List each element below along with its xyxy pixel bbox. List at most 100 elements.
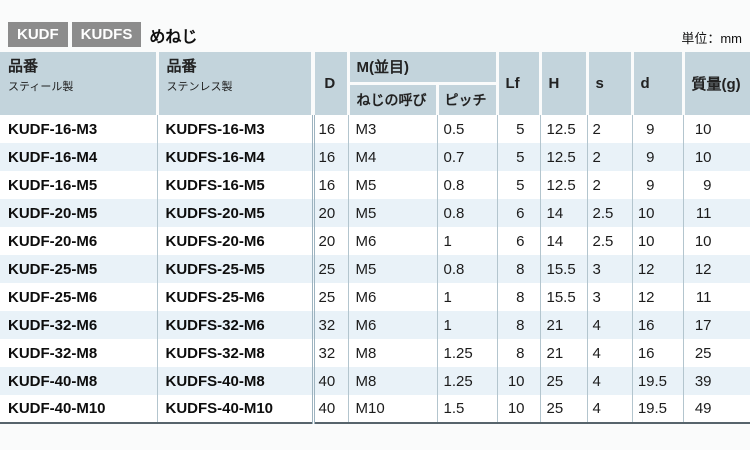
table-row: KUDF-40-M10 KUDFS-40-M10 40 M10 1.5 10 25 4 19.5… xyxy=(0,395,750,423)
cell-value-thread: M10 xyxy=(347,395,437,423)
cell-value-H: 12.5 xyxy=(539,143,587,171)
cell-value-d: 12 xyxy=(631,255,683,283)
cell-value-mass: 10 xyxy=(682,143,750,171)
header-m-group: M(並目) xyxy=(346,52,497,85)
int-part: 16 xyxy=(637,344,655,362)
cell-value-d: 19.5 xyxy=(631,395,683,423)
int-part: 39 xyxy=(694,372,712,390)
cell-value-d: 12 xyxy=(631,283,683,311)
int-part: 10 xyxy=(507,372,525,390)
cell-value-D: 25 xyxy=(311,255,348,283)
table-row: KUDF-20-M6 KUDFS-20-M6 20 M6 1 6 14 2.5 10 10 xyxy=(0,227,750,255)
cell-value-mass: 9 xyxy=(682,171,750,199)
cell-value-thread: M5 xyxy=(347,255,437,283)
int-part: 10 xyxy=(694,120,712,138)
cell-value-H: 12.5 xyxy=(539,171,587,199)
int-part: 11 xyxy=(695,204,712,222)
table-row: KUDF-16-M4 KUDFS-16-M4 16 M4 0.7 5 12.5 2 9 10 xyxy=(0,143,750,171)
cell-value-s: 3 xyxy=(586,283,632,311)
cell-value-mass: 12 xyxy=(682,255,750,283)
cell-value-d: 9 xyxy=(631,143,683,171)
cell-value-d: 9 xyxy=(631,115,683,143)
cell-value-pitch: 1 xyxy=(436,283,497,311)
series-badge-kudf: KUDF xyxy=(8,22,68,47)
cell-value-Lf: 8 xyxy=(496,283,540,311)
cell-value-pitch: 0.8 xyxy=(436,199,497,227)
cell-part-number-stainless: KUDFS-25-M6 xyxy=(156,283,313,311)
cell-value-pitch: 1.5 xyxy=(436,395,497,423)
header-Lf: Lf xyxy=(495,52,540,115)
cell-value-Lf: 5 xyxy=(496,143,540,171)
cell-value-d: 19.5 xyxy=(631,367,683,395)
cell-value-pitch: 0.7 xyxy=(436,143,497,171)
cell-part-number-stainless: KUDFS-32-M8 xyxy=(156,339,313,367)
cell-value-H: 21 xyxy=(539,311,587,339)
cell-value-mass: 11 xyxy=(682,283,750,311)
cell-value-pitch: 1.25 xyxy=(436,339,497,367)
header-steel-sublabel: スティール製 xyxy=(8,81,74,93)
header-s: s xyxy=(585,52,632,115)
int-part: 9 xyxy=(646,176,655,194)
int-part: 12 xyxy=(637,288,655,306)
cell-value-H: 21 xyxy=(539,339,587,367)
cell-value-pitch: 1 xyxy=(436,227,497,255)
header-D: D xyxy=(311,52,348,115)
cell-value-H: 14 xyxy=(539,199,587,227)
cell-value-mass: 17 xyxy=(682,311,750,339)
cell-part-number-stainless: KUDFS-40-M8 xyxy=(156,367,313,395)
cell-part-number-steel: KUDF-40-M8 xyxy=(0,367,157,395)
cell-value-s: 4 xyxy=(586,395,632,423)
header-part-no-steel: 品番 スティール製 xyxy=(0,52,157,115)
cell-value-Lf: 6 xyxy=(496,227,540,255)
cell-part-number-stainless: KUDFS-25-M5 xyxy=(156,255,313,283)
header-thread-callout: ねじの呼び xyxy=(346,83,437,115)
int-part: 5 xyxy=(516,120,525,138)
cell-value-pitch: 0.8 xyxy=(436,171,497,199)
cell-part-number-steel: KUDF-16-M3 xyxy=(0,115,157,143)
int-part: 49 xyxy=(694,400,712,417)
cell-value-Lf: 5 xyxy=(496,171,540,199)
table-row: KUDF-20-M5 KUDFS-20-M5 20 M5 0.8 6 14 2.5 10 11 xyxy=(0,199,750,227)
header-pitch: ピッチ xyxy=(435,83,497,115)
int-part: 6 xyxy=(516,232,525,250)
cell-value-d: 10 xyxy=(631,227,683,255)
header-part-no-stainless: 品番 ステンレス製 xyxy=(155,52,313,115)
cell-value-s: 4 xyxy=(586,311,632,339)
cell-part-number-stainless: KUDFS-32-M6 xyxy=(156,311,313,339)
cell-value-D: 20 xyxy=(311,199,348,227)
cell-value-s: 2.5 xyxy=(586,199,632,227)
int-part: 10 xyxy=(694,148,712,166)
int-part: 9 xyxy=(703,176,712,194)
cell-part-number-steel: KUDF-16-M5 xyxy=(0,171,157,199)
int-part: 8 xyxy=(516,288,525,306)
cell-part-number-steel: KUDF-25-M5 xyxy=(0,255,157,283)
header-part-no-label: 品番 xyxy=(166,58,197,75)
cell-value-D: 16 xyxy=(311,171,348,199)
cell-value-D: 40 xyxy=(311,367,348,395)
cell-value-d: 9 xyxy=(631,171,683,199)
cell-value-D: 32 xyxy=(311,311,348,339)
cell-part-number-steel: KUDF-32-M8 xyxy=(0,339,157,367)
int-part: 16 xyxy=(637,316,655,334)
cell-part-number-steel: KUDF-20-M5 xyxy=(0,199,157,227)
int-part: 8 xyxy=(516,260,525,278)
cell-value-thread: M6 xyxy=(347,311,437,339)
cell-part-number-stainless: KUDFS-20-M5 xyxy=(156,199,313,227)
header-d: d xyxy=(630,52,683,115)
cell-value-s: 3 xyxy=(586,255,632,283)
cell-value-H: 14 xyxy=(539,227,587,255)
cell-value-s: 4 xyxy=(586,367,632,395)
int-part: 8 xyxy=(516,344,525,362)
int-part: 8 xyxy=(516,316,525,334)
int-part: 12 xyxy=(637,260,655,278)
int-part: 10 xyxy=(637,232,655,250)
cell-value-Lf: 6 xyxy=(496,199,540,227)
cell-value-pitch: 1 xyxy=(436,311,497,339)
cell-value-H: 15.5 xyxy=(539,283,587,311)
int-part: 19 xyxy=(637,372,655,390)
int-part: 9 xyxy=(646,148,655,166)
cell-part-number-stainless: KUDFS-40-M10 xyxy=(156,395,313,423)
cell-value-thread: M3 xyxy=(347,115,437,143)
int-part: 9 xyxy=(646,120,655,138)
cell-value-H: 15.5 xyxy=(539,255,587,283)
